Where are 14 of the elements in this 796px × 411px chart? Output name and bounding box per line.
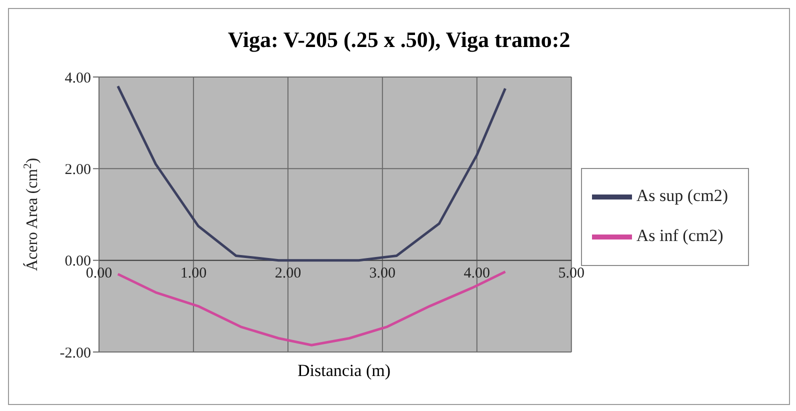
y-tick-label: -2.00 — [60, 345, 91, 362]
x-tick-label: 4.00 — [464, 265, 490, 282]
y-tick-label: 4.00 — [64, 70, 91, 86]
x-axis-title: Distancia (m) — [296, 361, 392, 381]
x-tick-label: 2.00 — [274, 265, 302, 282]
x-tick-label: 5.00 — [558, 265, 585, 282]
legend-label: As sup (cm2) — [636, 186, 728, 205]
legend-label: As inf (cm2) — [636, 226, 724, 245]
x-tick-label: 0.00 — [86, 265, 112, 282]
x-tick-label: 3.00 — [369, 265, 396, 282]
chart-title: Viga: V-205 (.25 x .50), Viga tramo:2 — [226, 26, 572, 54]
line-series — [116, 84, 507, 262]
x-tick-label: 1.00 — [180, 265, 207, 282]
y-tick-label: 2.00 — [64, 162, 91, 178]
